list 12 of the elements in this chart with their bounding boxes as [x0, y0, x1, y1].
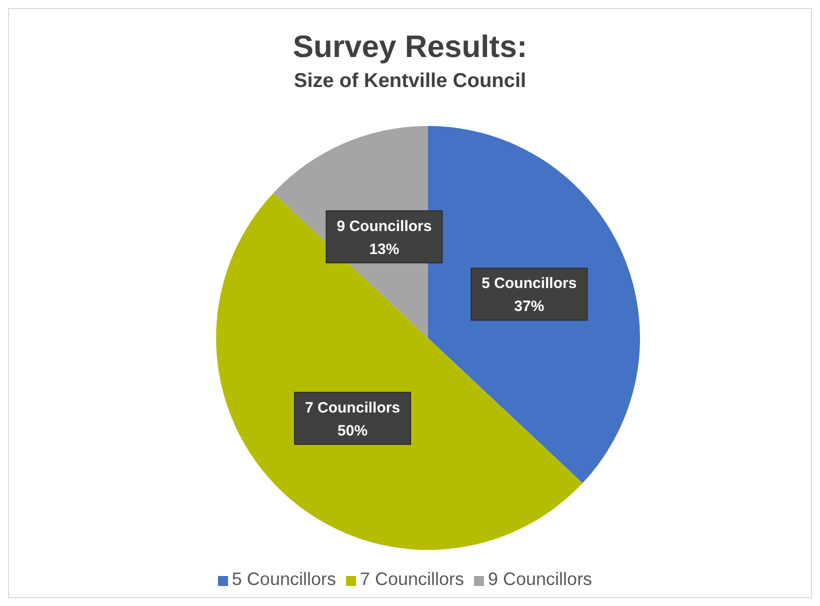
- legend-label: 9 Councillors: [488, 569, 592, 589]
- data-label: 37%: [514, 298, 544, 316]
- slice-label: 9 Councillors: [336, 218, 432, 235]
- chart-title: Survey Results:: [292, 29, 528, 65]
- pie-slice: [216, 192, 583, 550]
- data-label: 13%: [369, 240, 400, 258]
- slice-label: 5 Councillors: [482, 275, 577, 292]
- slice-label: 7 Councillors: [305, 399, 400, 416]
- legend-label: 5 Councillors: [232, 569, 336, 589]
- data-label: 50%: [338, 422, 368, 440]
- chart-subtitle: Size of Kentville Council: [292, 69, 528, 93]
- legend-label: 7 Councillors: [360, 569, 464, 589]
